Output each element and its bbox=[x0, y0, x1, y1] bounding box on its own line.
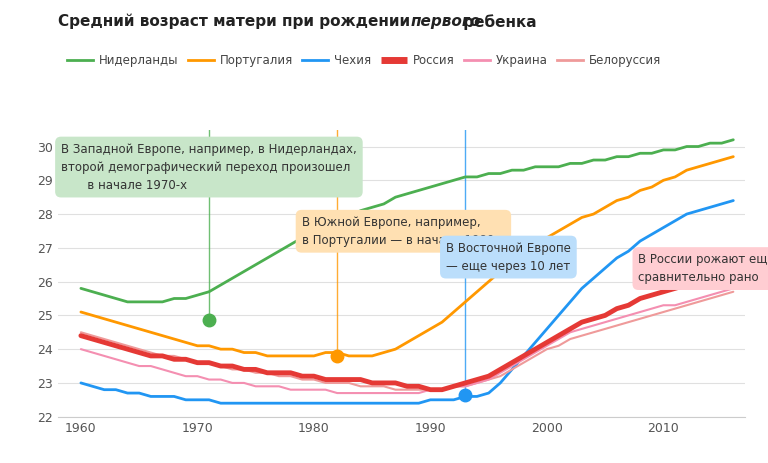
Text: В Восточной Европе
— еще через 10 лет: В Восточной Европе — еще через 10 лет bbox=[446, 242, 571, 273]
Legend: Нидерланды, Португалия, Чехия, Россия, Украина, Белоруссия: Нидерланды, Португалия, Чехия, Россия, У… bbox=[62, 50, 666, 72]
Text: В России рожают еще
сравнительно рано: В России рожают еще сравнительно рано bbox=[638, 253, 768, 284]
Text: Средний возраст матери при рождении: Средний возраст матери при рождении bbox=[58, 14, 415, 29]
Text: В Южной Европе, например,
в Португалии — в начале 1980-х: В Южной Европе, например, в Португалии —… bbox=[302, 216, 505, 247]
Text: первого: первого bbox=[411, 14, 482, 29]
Text: В Западной Европе, например, в Нидерландах,
второй демографический переход произ: В Западной Европе, например, в Нидерланд… bbox=[61, 143, 357, 192]
Text: ребенка: ребенка bbox=[458, 14, 536, 30]
